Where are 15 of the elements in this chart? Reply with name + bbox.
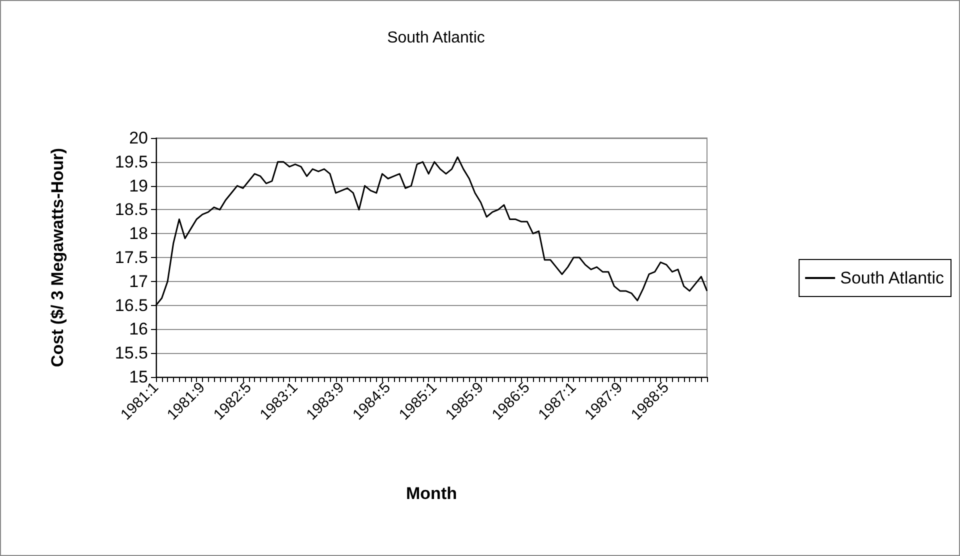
chart-title: South Atlantic	[387, 30, 485, 46]
y-tick-label: 18	[129, 224, 148, 244]
y-tick-label: 17	[129, 272, 148, 291]
y-tick-label: 15	[129, 368, 148, 386]
y-tick-label: 15.5	[114, 344, 148, 363]
x-axis-title: Month	[406, 484, 457, 503]
y-tick-label: 19.5	[114, 152, 148, 172]
y-tick-label: 17.5	[114, 248, 148, 267]
y-tick-label: 16.5	[114, 296, 148, 315]
y-tick-label: 20	[129, 128, 148, 148]
y-tick-label: 19	[129, 176, 148, 196]
y-tick-label: 18.5	[114, 200, 148, 220]
y-tick-label: 16	[129, 320, 148, 339]
y-axis-title: Cost ($/ 3 Megawatts-Hour)	[48, 148, 67, 368]
legend-label: South Atlantic	[840, 268, 945, 288]
